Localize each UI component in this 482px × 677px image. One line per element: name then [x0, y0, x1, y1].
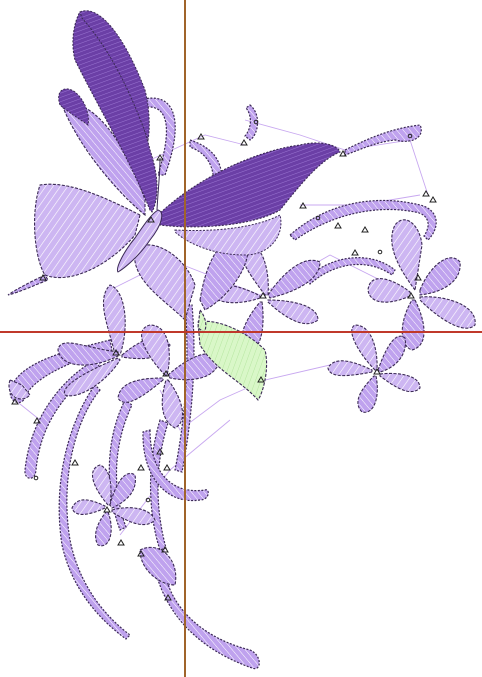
butterfly-icon[interactable]: [7, 10, 341, 296]
horizontal-guide-line[interactable]: [0, 331, 482, 333]
butterfly-upper-wing-light: [61, 103, 146, 217]
flower-icon[interactable]: [8, 219, 476, 586]
butterfly-body: [116, 209, 163, 273]
butterfly-wing-dark-right: [157, 142, 341, 228]
stem-icon[interactable]: [9, 97, 437, 670]
butterfly-lower-wing: [34, 183, 141, 279]
vertical-guide-line[interactable]: [184, 0, 186, 677]
stitch-node-markers: [11, 119, 437, 601]
leaf-icon[interactable]: [197, 308, 268, 401]
